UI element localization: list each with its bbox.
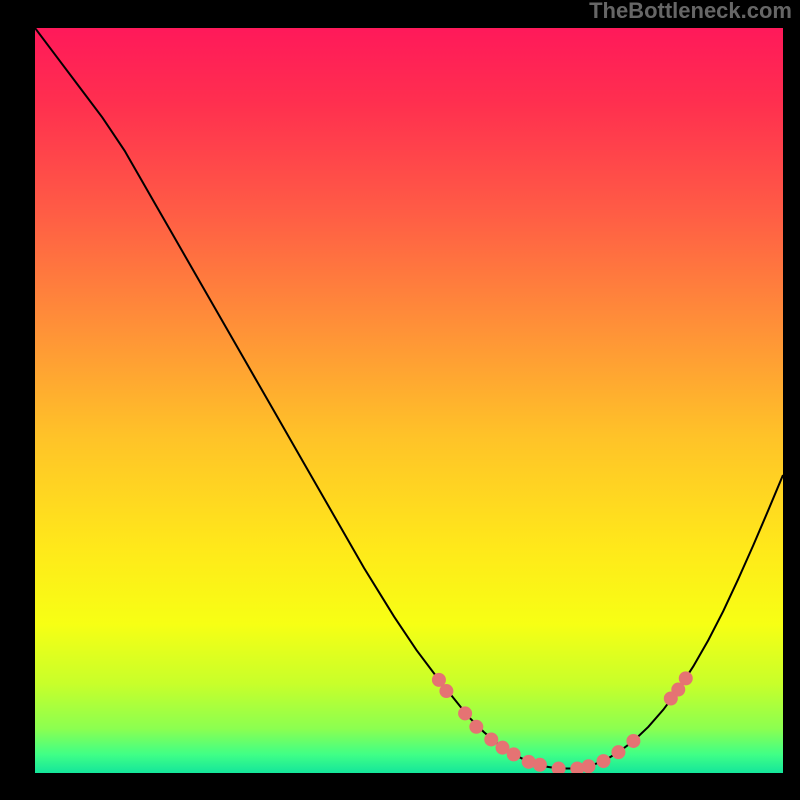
data-point bbox=[459, 707, 472, 720]
data-point bbox=[470, 720, 483, 733]
data-point bbox=[672, 683, 685, 696]
chart-frame: TheBottleneck.com bbox=[0, 0, 800, 800]
bottleneck-curve bbox=[35, 28, 783, 769]
data-point bbox=[440, 685, 453, 698]
data-point bbox=[612, 746, 625, 759]
data-point bbox=[507, 748, 520, 761]
data-point bbox=[533, 758, 546, 771]
data-point bbox=[432, 673, 445, 686]
data-point bbox=[597, 755, 610, 768]
data-point bbox=[679, 672, 692, 685]
plot-area bbox=[35, 28, 783, 773]
data-point bbox=[552, 762, 565, 773]
data-point bbox=[496, 741, 509, 754]
data-point bbox=[627, 734, 640, 747]
source-watermark: TheBottleneck.com bbox=[589, 0, 792, 24]
curve-layer bbox=[35, 28, 783, 773]
data-point bbox=[582, 760, 595, 773]
data-point bbox=[485, 733, 498, 746]
